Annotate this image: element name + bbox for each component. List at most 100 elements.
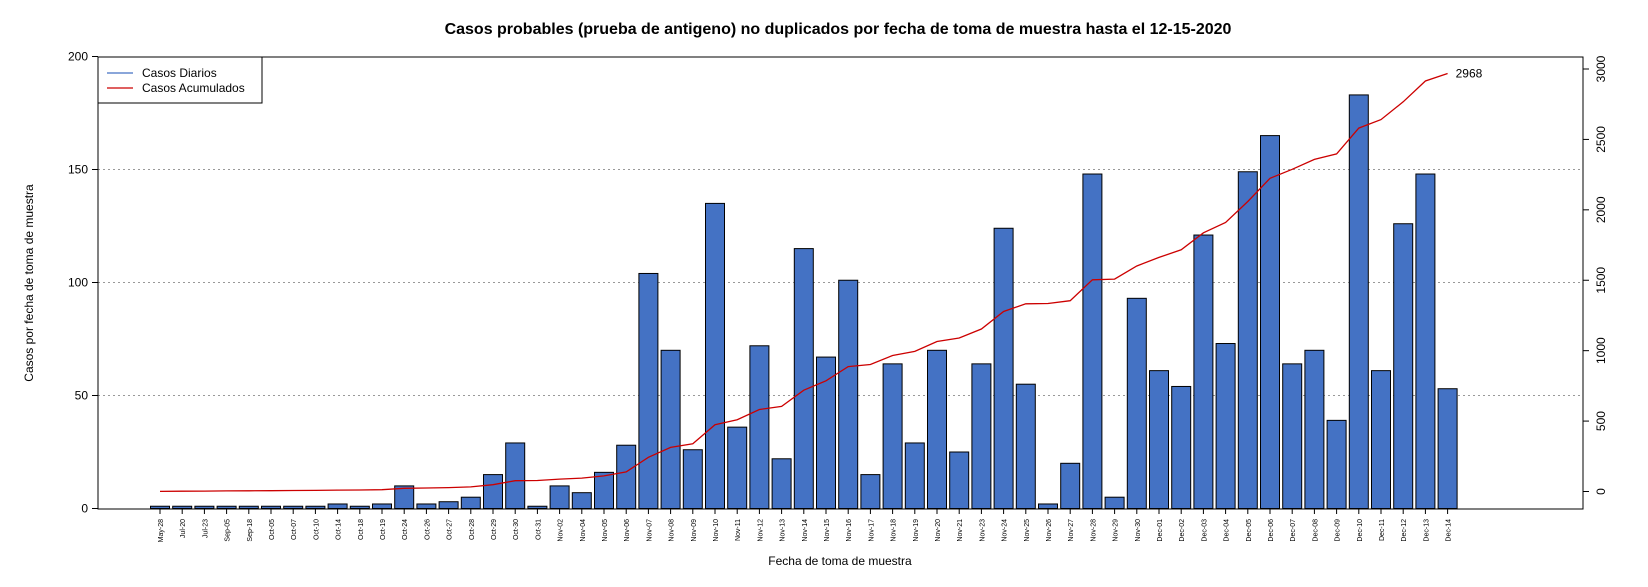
bar — [1393, 223, 1414, 510]
bar — [527, 505, 548, 509]
bar — [838, 279, 859, 509]
x-axis-tick-label: Oct-18 — [358, 519, 365, 540]
x-axis-tick-label: Sep-05 — [225, 519, 232, 542]
x-axis-tick-label: Nov-09 — [691, 519, 698, 542]
bar — [571, 492, 592, 509]
x-axis-tick-label: Nov-21 — [957, 519, 964, 542]
bar — [771, 458, 792, 509]
bar — [949, 451, 970, 509]
bar — [1171, 385, 1192, 509]
left-axis-tick-label: 0 — [81, 502, 88, 516]
x-axis-tick-label: Nov-23 — [979, 519, 986, 542]
x-axis-tick-label: Nov-02 — [558, 519, 565, 542]
bar — [1193, 234, 1214, 509]
x-axis-tick-label: Dec-02 — [1179, 519, 1186, 542]
x-axis-tick-label: Oct-24 — [402, 519, 409, 540]
x-axis-tick-label: Nov-04 — [580, 519, 587, 542]
x-axis-tick-label: Dec-14 — [1446, 519, 1453, 542]
right-axis: 0 500 1000 1500 2000 2500 3000 — [1583, 55, 1608, 495]
x-axis-tick-label: Nov-25 — [1024, 519, 1031, 542]
bar — [1038, 503, 1058, 510]
x-axis-tick-label: Nov-06 — [624, 519, 631, 542]
x-axis-tick-label: Jul-20 — [180, 519, 187, 538]
x-axis-tick-label: Dec-07 — [1290, 519, 1297, 542]
bar — [1104, 496, 1125, 510]
bar — [1126, 297, 1147, 509]
bar — [194, 505, 215, 509]
x-axis-tick-label: Nov-07 — [646, 519, 653, 542]
cumulative-line — [159, 72, 1448, 493]
x-axis-tick-label: May-28 — [158, 519, 165, 542]
x-axis-tick-label: Nov-28 — [1090, 519, 1097, 542]
bar — [971, 363, 992, 509]
bar — [882, 363, 903, 509]
x-axis-tick-label: Jul-23 — [202, 519, 209, 538]
x-axis-tick-label: Dec-08 — [1312, 519, 1319, 542]
x-axis-tick-label: Nov-13 — [780, 519, 787, 542]
bar — [1415, 173, 1436, 510]
left-axis-tick-label: 150 — [68, 163, 88, 177]
x-axis-tick-label: Dec-12 — [1401, 519, 1408, 542]
bar — [238, 505, 259, 509]
left-axis-tick-label: 200 — [68, 50, 88, 64]
bar — [1237, 171, 1258, 509]
bar — [416, 503, 437, 510]
bar — [993, 227, 1014, 509]
x-axis-tick-label: Nov-30 — [1135, 519, 1142, 542]
bar — [327, 503, 348, 510]
bar — [1326, 419, 1347, 509]
bar — [283, 505, 304, 509]
x-axis-tick-label: Dec-03 — [1201, 519, 1208, 542]
x-axis-tick-label: Oct-05 — [269, 519, 276, 540]
x-axis-tick-label: Nov-12 — [757, 519, 764, 542]
x-axis-label: Fecha de toma de muestra — [768, 554, 912, 568]
x-axis-tick-label: Nov-24 — [1002, 519, 1009, 542]
x-axis-tick-label: Dec-09 — [1335, 519, 1342, 542]
x-axis-tick-label: Nov-26 — [1046, 519, 1053, 542]
right-axis-tick-label: 0 — [1594, 488, 1608, 495]
x-axis-tick-label: Oct-28 — [469, 519, 476, 540]
bar — [150, 505, 170, 509]
x-axis-tick-label: Nov-08 — [669, 519, 676, 542]
x-axis-tick-label: Oct-07 — [291, 519, 298, 540]
x-axis-tick-label: Dec-11 — [1379, 519, 1386, 541]
bar — [1348, 94, 1369, 509]
bar — [1304, 349, 1325, 509]
left-axis: 0 50 100 150 200 — [68, 50, 99, 516]
legend-label-daily: Casos Diarios — [142, 66, 217, 80]
bar — [682, 449, 703, 509]
x-axis-tick-label: Nov-29 — [1113, 519, 1120, 542]
bar — [749, 345, 770, 509]
x-axis-tick-label: Oct-27 — [447, 519, 454, 540]
bar — [816, 356, 836, 509]
x-axis-tick-label: Dec-01 — [1157, 519, 1164, 542]
bars — [150, 94, 1458, 510]
bar — [1215, 343, 1236, 509]
bar — [216, 505, 237, 509]
x-axis-tick-label: Oct-10 — [313, 519, 320, 540]
x-axis-tick-label: Sep-18 — [247, 519, 254, 542]
bar — [349, 505, 370, 509]
x-axis-labels: May-28 Jul-20 Jul-23 Sep-05 Sep-18 Oct-05 Oct-… — [158, 509, 1453, 542]
bar — [594, 471, 614, 509]
x-axis-tick-label: Nov-15 — [824, 519, 831, 542]
bar — [616, 444, 637, 509]
x-axis-tick-label: Oct-31 — [535, 519, 542, 540]
right-axis-tick-label: 500 — [1594, 411, 1608, 431]
bar — [172, 505, 193, 509]
x-axis-tick-label: Nov-05 — [602, 519, 609, 542]
bar — [1060, 462, 1081, 509]
bar — [860, 474, 881, 510]
x-axis-tick-label: Oct-14 — [336, 519, 343, 540]
x-axis-tick-label: Nov-20 — [935, 519, 942, 542]
right-axis-tick-label: 2000 — [1594, 196, 1608, 223]
right-axis-tick-label: 1000 — [1594, 337, 1608, 364]
x-axis-tick-label: Dec-10 — [1357, 519, 1364, 542]
bar — [927, 349, 947, 509]
x-axis-tick-label: Dec-05 — [1246, 519, 1253, 542]
x-axis-tick-label: Dec-13 — [1423, 519, 1430, 542]
chart-title: Casos probables (prueba de antigeno) no … — [445, 21, 1232, 38]
x-axis-tick-label: Nov-17 — [868, 519, 875, 542]
bar — [660, 349, 681, 509]
